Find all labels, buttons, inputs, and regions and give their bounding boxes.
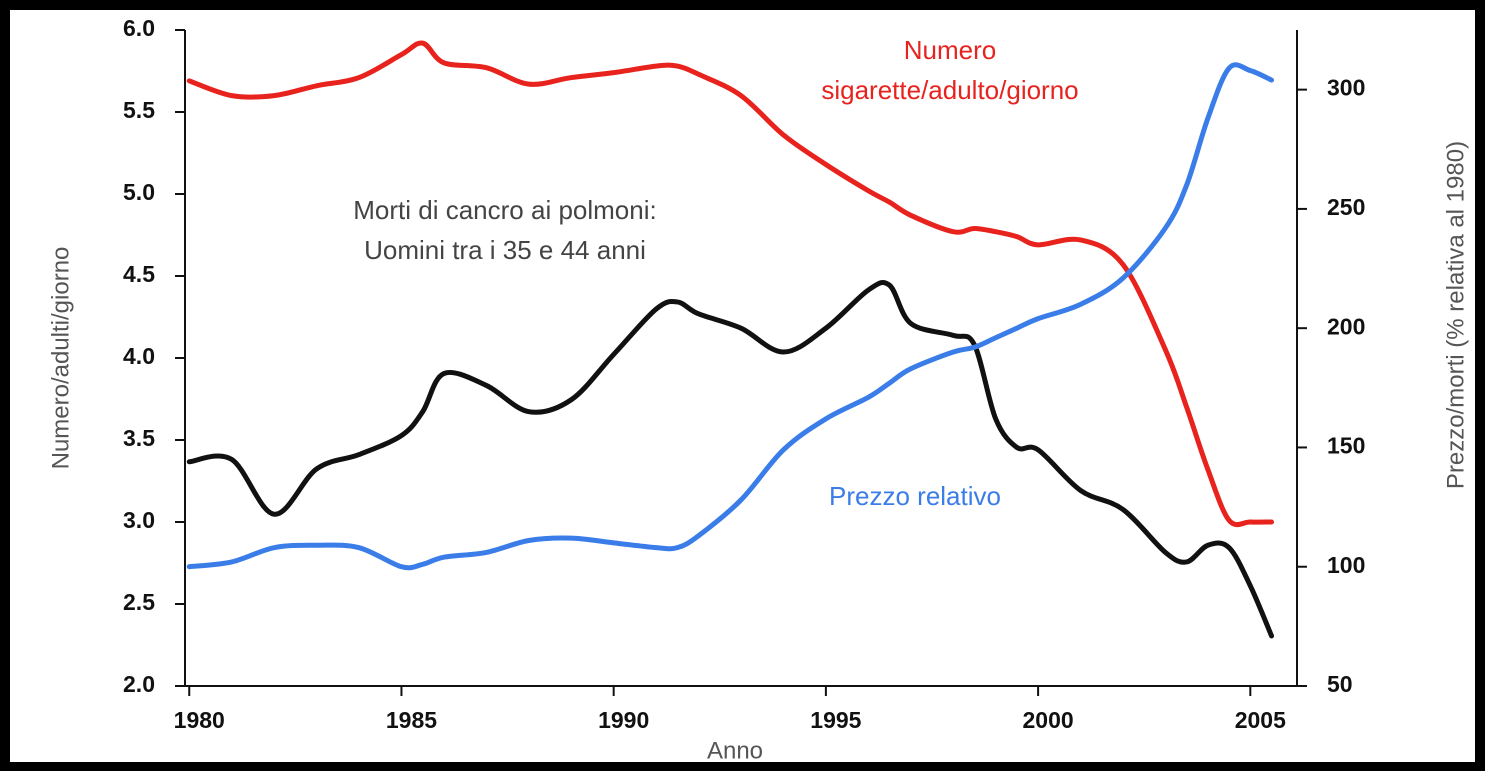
y2-tick-label: 150 bbox=[1327, 433, 1365, 459]
y2-tick-label: 50 bbox=[1327, 671, 1353, 697]
chart-background bbox=[10, 10, 1475, 762]
y2-tick-label: 200 bbox=[1327, 313, 1365, 339]
y-tick-label: 2.0 bbox=[123, 671, 155, 697]
x-tick-label: 2000 bbox=[1023, 707, 1074, 733]
y-tick-label: 4.5 bbox=[123, 261, 155, 287]
y-tick-label: 4.0 bbox=[123, 343, 155, 369]
x-axis-title: Anno bbox=[707, 737, 763, 764]
x-tick-label: 1980 bbox=[174, 707, 225, 733]
y-tick-label: 5.0 bbox=[123, 179, 155, 205]
series-label: Numero sigarette/adulto/giorno bbox=[821, 35, 1079, 105]
y2-axis-title: Prezzo/morti (% relativa al 1980) bbox=[1442, 141, 1469, 489]
y-tick-label: 3.5 bbox=[123, 425, 155, 451]
series-label: Morti di cancro ai polmoni: Uomini tra i… bbox=[353, 195, 657, 265]
x-tick-label: 1985 bbox=[386, 707, 437, 733]
series-label: Prezzo relativo bbox=[829, 481, 1001, 511]
x-tick-label: 1990 bbox=[598, 707, 649, 733]
y-tick-label: 5.5 bbox=[123, 97, 155, 123]
x-tick-label: 2005 bbox=[1235, 707, 1286, 733]
y-tick-label: 2.5 bbox=[123, 589, 155, 615]
x-tick-label: 1995 bbox=[810, 707, 861, 733]
y2-tick-label: 250 bbox=[1327, 194, 1365, 220]
y-tick-label: 3.0 bbox=[123, 507, 155, 533]
y-axis-title: Numero/adulti/giorno bbox=[47, 247, 74, 470]
series-line bbox=[186, 62, 1275, 571]
series-line bbox=[186, 40, 1275, 528]
series-line bbox=[186, 279, 1275, 639]
y2-tick-label: 100 bbox=[1327, 552, 1365, 578]
y2-tick-label: 300 bbox=[1327, 75, 1365, 101]
y-tick-label: 6.0 bbox=[123, 15, 155, 41]
